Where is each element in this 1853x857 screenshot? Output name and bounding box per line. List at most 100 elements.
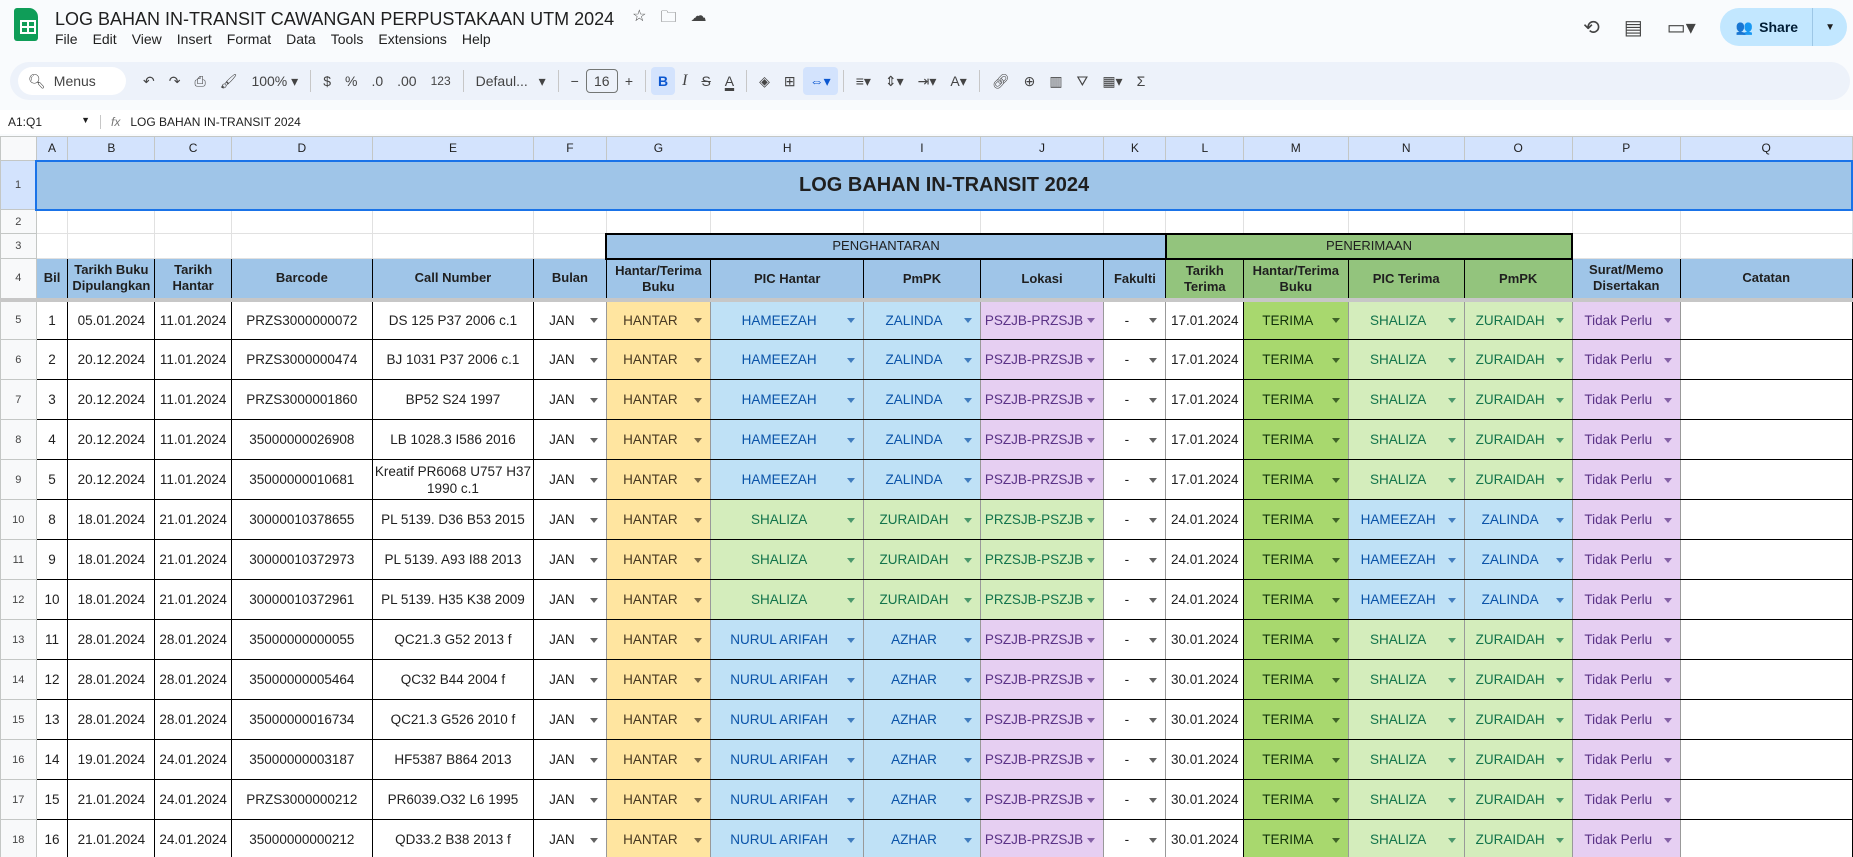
column-title[interactable]: PmPK: [863, 258, 981, 302]
column-title[interactable]: Call Number: [371, 258, 535, 302]
cell-tarikh-hantar[interactable]: 11.01.2024: [154, 299, 233, 340]
dropdown-pic-hantar[interactable]: NURUL ARIFAH: [710, 819, 865, 857]
dropdown-surat-memo[interactable]: Tidak Perlu: [1571, 819, 1681, 857]
dropdown-status-hantar[interactable]: HANTAR: [605, 779, 712, 820]
dropdown-surat-memo[interactable]: Tidak Perlu: [1571, 739, 1681, 780]
menu-insert[interactable]: Insert: [176, 31, 212, 47]
dropdown-surat-memo[interactable]: Tidak Perlu: [1571, 539, 1681, 580]
dropdown-pic-hantar[interactable]: SHALIZA: [710, 499, 865, 540]
row-header-8[interactable]: 8: [0, 419, 37, 460]
dropdown-lokasi[interactable]: PSZJB-PRZSJB: [979, 739, 1105, 780]
dropdown-fakulti[interactable]: -: [1103, 459, 1167, 500]
increase-font-size-button[interactable]: +: [624, 73, 633, 89]
dropdown-pic-terima[interactable]: SHALIZA: [1347, 459, 1465, 500]
document-title[interactable]: LOG BAHAN IN-TRANSIT CAWANGAN PERPUSTAKA…: [55, 9, 615, 29]
dropdown-pmpk-terima[interactable]: ZURAIDAH: [1463, 379, 1573, 420]
dropdown-status-terima[interactable]: TERIMA: [1243, 819, 1349, 857]
share-button[interactable]: 👥 Share ▼: [1719, 8, 1847, 46]
cell[interactable]: [154, 209, 233, 234]
cell[interactable]: [533, 233, 607, 259]
menu-help[interactable]: Help: [461, 31, 491, 47]
font-size-input[interactable]: 16: [585, 69, 618, 93]
cell[interactable]: [1463, 209, 1573, 234]
cell-tarikh-dipulangkan[interactable]: 28.01.2024: [67, 619, 156, 660]
column-title[interactable]: Hantar/Terima Buku: [1243, 258, 1349, 302]
cell[interactable]: [605, 209, 712, 234]
dropdown-status-hantar[interactable]: HANTAR: [605, 539, 712, 580]
dropdown-pic-terima[interactable]: SHALIZA: [1347, 659, 1465, 700]
dropdown-status-terima[interactable]: TERIMA: [1243, 739, 1349, 780]
name-box[interactable]: A1:Q1 ▼: [0, 115, 100, 129]
sheets-logo-icon[interactable]: [14, 8, 38, 41]
dropdown-surat-memo[interactable]: Tidak Perlu: [1571, 779, 1681, 820]
dropdown-pmpk-hantar[interactable]: ZALINDA: [863, 379, 981, 420]
dropdown-lokasi[interactable]: PSZJB-PRZSJB: [979, 419, 1105, 460]
cell-tarikh-hantar[interactable]: 21.01.2024: [154, 499, 233, 540]
dropdown-lokasi[interactable]: PSZJB-PRZSJB: [979, 779, 1105, 820]
column-header-q[interactable]: Q: [1679, 136, 1853, 161]
cell-catatan[interactable]: [1679, 339, 1853, 380]
column-title[interactable]: Tarikh Terima: [1165, 258, 1245, 302]
cell-tarikh-terima[interactable]: 24.01.2024: [1165, 579, 1245, 620]
star-icon[interactable]: ☆: [632, 8, 647, 25]
cell-tarikh-terima[interactable]: 30.01.2024: [1165, 739, 1245, 780]
cell-tarikh-dipulangkan[interactable]: 18.01.2024: [67, 579, 156, 620]
undo-icon[interactable]: ↶: [143, 72, 155, 89]
cell-barcode[interactable]: PRZS3000001860: [231, 379, 373, 420]
cell[interactable]: [371, 233, 535, 259]
dropdown-pic-hantar[interactable]: HAMEEZAH: [710, 299, 865, 340]
section-penghantaran[interactable]: PENGHANTARAN: [605, 232, 1167, 260]
cell-barcode[interactable]: 35000000003187: [231, 739, 373, 780]
folder-icon[interactable]: 🗀: [660, 9, 677, 26]
cell[interactable]: [1571, 209, 1681, 234]
cell-tarikh-terima[interactable]: 30.01.2024: [1165, 659, 1245, 700]
dropdown-pic-hantar[interactable]: NURUL ARIFAH: [710, 659, 865, 700]
dropdown-bulan[interactable]: JAN: [533, 659, 607, 700]
cell-tarikh-terima[interactable]: 30.01.2024: [1165, 619, 1245, 660]
dropdown-pmpk-terima[interactable]: ZURAIDAH: [1463, 819, 1573, 857]
dropdown-bulan[interactable]: JAN: [533, 579, 607, 620]
row-header-13[interactable]: 13: [0, 619, 37, 660]
dropdown-status-hantar[interactable]: HANTAR: [605, 579, 712, 620]
column-header-n[interactable]: N: [1347, 136, 1465, 161]
merge-cells-icon[interactable]: ⇔▾: [802, 67, 838, 95]
cell-tarikh-dipulangkan[interactable]: 28.01.2024: [67, 699, 156, 740]
comments-icon[interactable]: ▤: [1623, 16, 1643, 39]
cell-tarikh-hantar[interactable]: 11.01.2024: [154, 459, 233, 500]
cell-bil[interactable]: 3: [35, 379, 69, 420]
dropdown-pmpk-terima[interactable]: ZURAIDAH: [1463, 459, 1573, 500]
horizontal-align-icon[interactable]: ≡▾: [855, 72, 871, 89]
column-title[interactable]: Bil: [35, 258, 69, 302]
dropdown-status-terima[interactable]: TERIMA: [1243, 619, 1349, 660]
cell-tarikh-dipulangkan[interactable]: 28.01.2024: [67, 659, 156, 700]
cell-catatan[interactable]: [1679, 739, 1853, 780]
dropdown-status-terima[interactable]: TERIMA: [1243, 339, 1349, 380]
dropdown-pic-terima[interactable]: SHALIZA: [1347, 419, 1465, 460]
cell-tarikh-dipulangkan[interactable]: 20.12.2024: [67, 339, 156, 380]
cell-bil[interactable]: 13: [35, 699, 69, 740]
formula-input[interactable]: LOG BAHAN IN-TRANSIT 2024: [130, 115, 301, 129]
dropdown-fakulti[interactable]: -: [1103, 739, 1167, 780]
menu-file[interactable]: File: [55, 31, 78, 47]
cell-barcode[interactable]: 35000000005464: [231, 659, 373, 700]
cell[interactable]: [1103, 209, 1167, 234]
dropdown-pic-hantar[interactable]: NURUL ARIFAH: [710, 739, 865, 780]
dropdown-lokasi[interactable]: PSZJB-PRZSJB: [979, 619, 1105, 660]
dropdown-fakulti[interactable]: -: [1103, 779, 1167, 820]
dropdown-lokasi[interactable]: PSZJB-PRZSJB: [979, 699, 1105, 740]
cell-call-number[interactable]: BP52 S24 1997: [371, 379, 535, 420]
cell[interactable]: [67, 209, 156, 234]
row-header-2[interactable]: 2: [0, 209, 37, 234]
menu-data[interactable]: Data: [286, 31, 316, 47]
dropdown-status-terima[interactable]: TERIMA: [1243, 299, 1349, 340]
dropdown-pmpk-hantar[interactable]: AZHAR: [863, 739, 981, 780]
strikethrough-icon[interactable]: S: [701, 73, 711, 89]
cell-catatan[interactable]: [1679, 419, 1853, 460]
dropdown-pic-terima[interactable]: SHALIZA: [1347, 779, 1465, 820]
dropdown-pic-terima[interactable]: HAMEEZAH: [1347, 499, 1465, 540]
cell-tarikh-dipulangkan[interactable]: 19.01.2024: [67, 739, 156, 780]
cell[interactable]: [1571, 233, 1681, 259]
dropdown-pic-terima[interactable]: SHALIZA: [1347, 299, 1465, 340]
dropdown-lokasi[interactable]: PSZJB-PRZSJB: [979, 379, 1105, 420]
dropdown-status-hantar[interactable]: HANTAR: [605, 499, 712, 540]
